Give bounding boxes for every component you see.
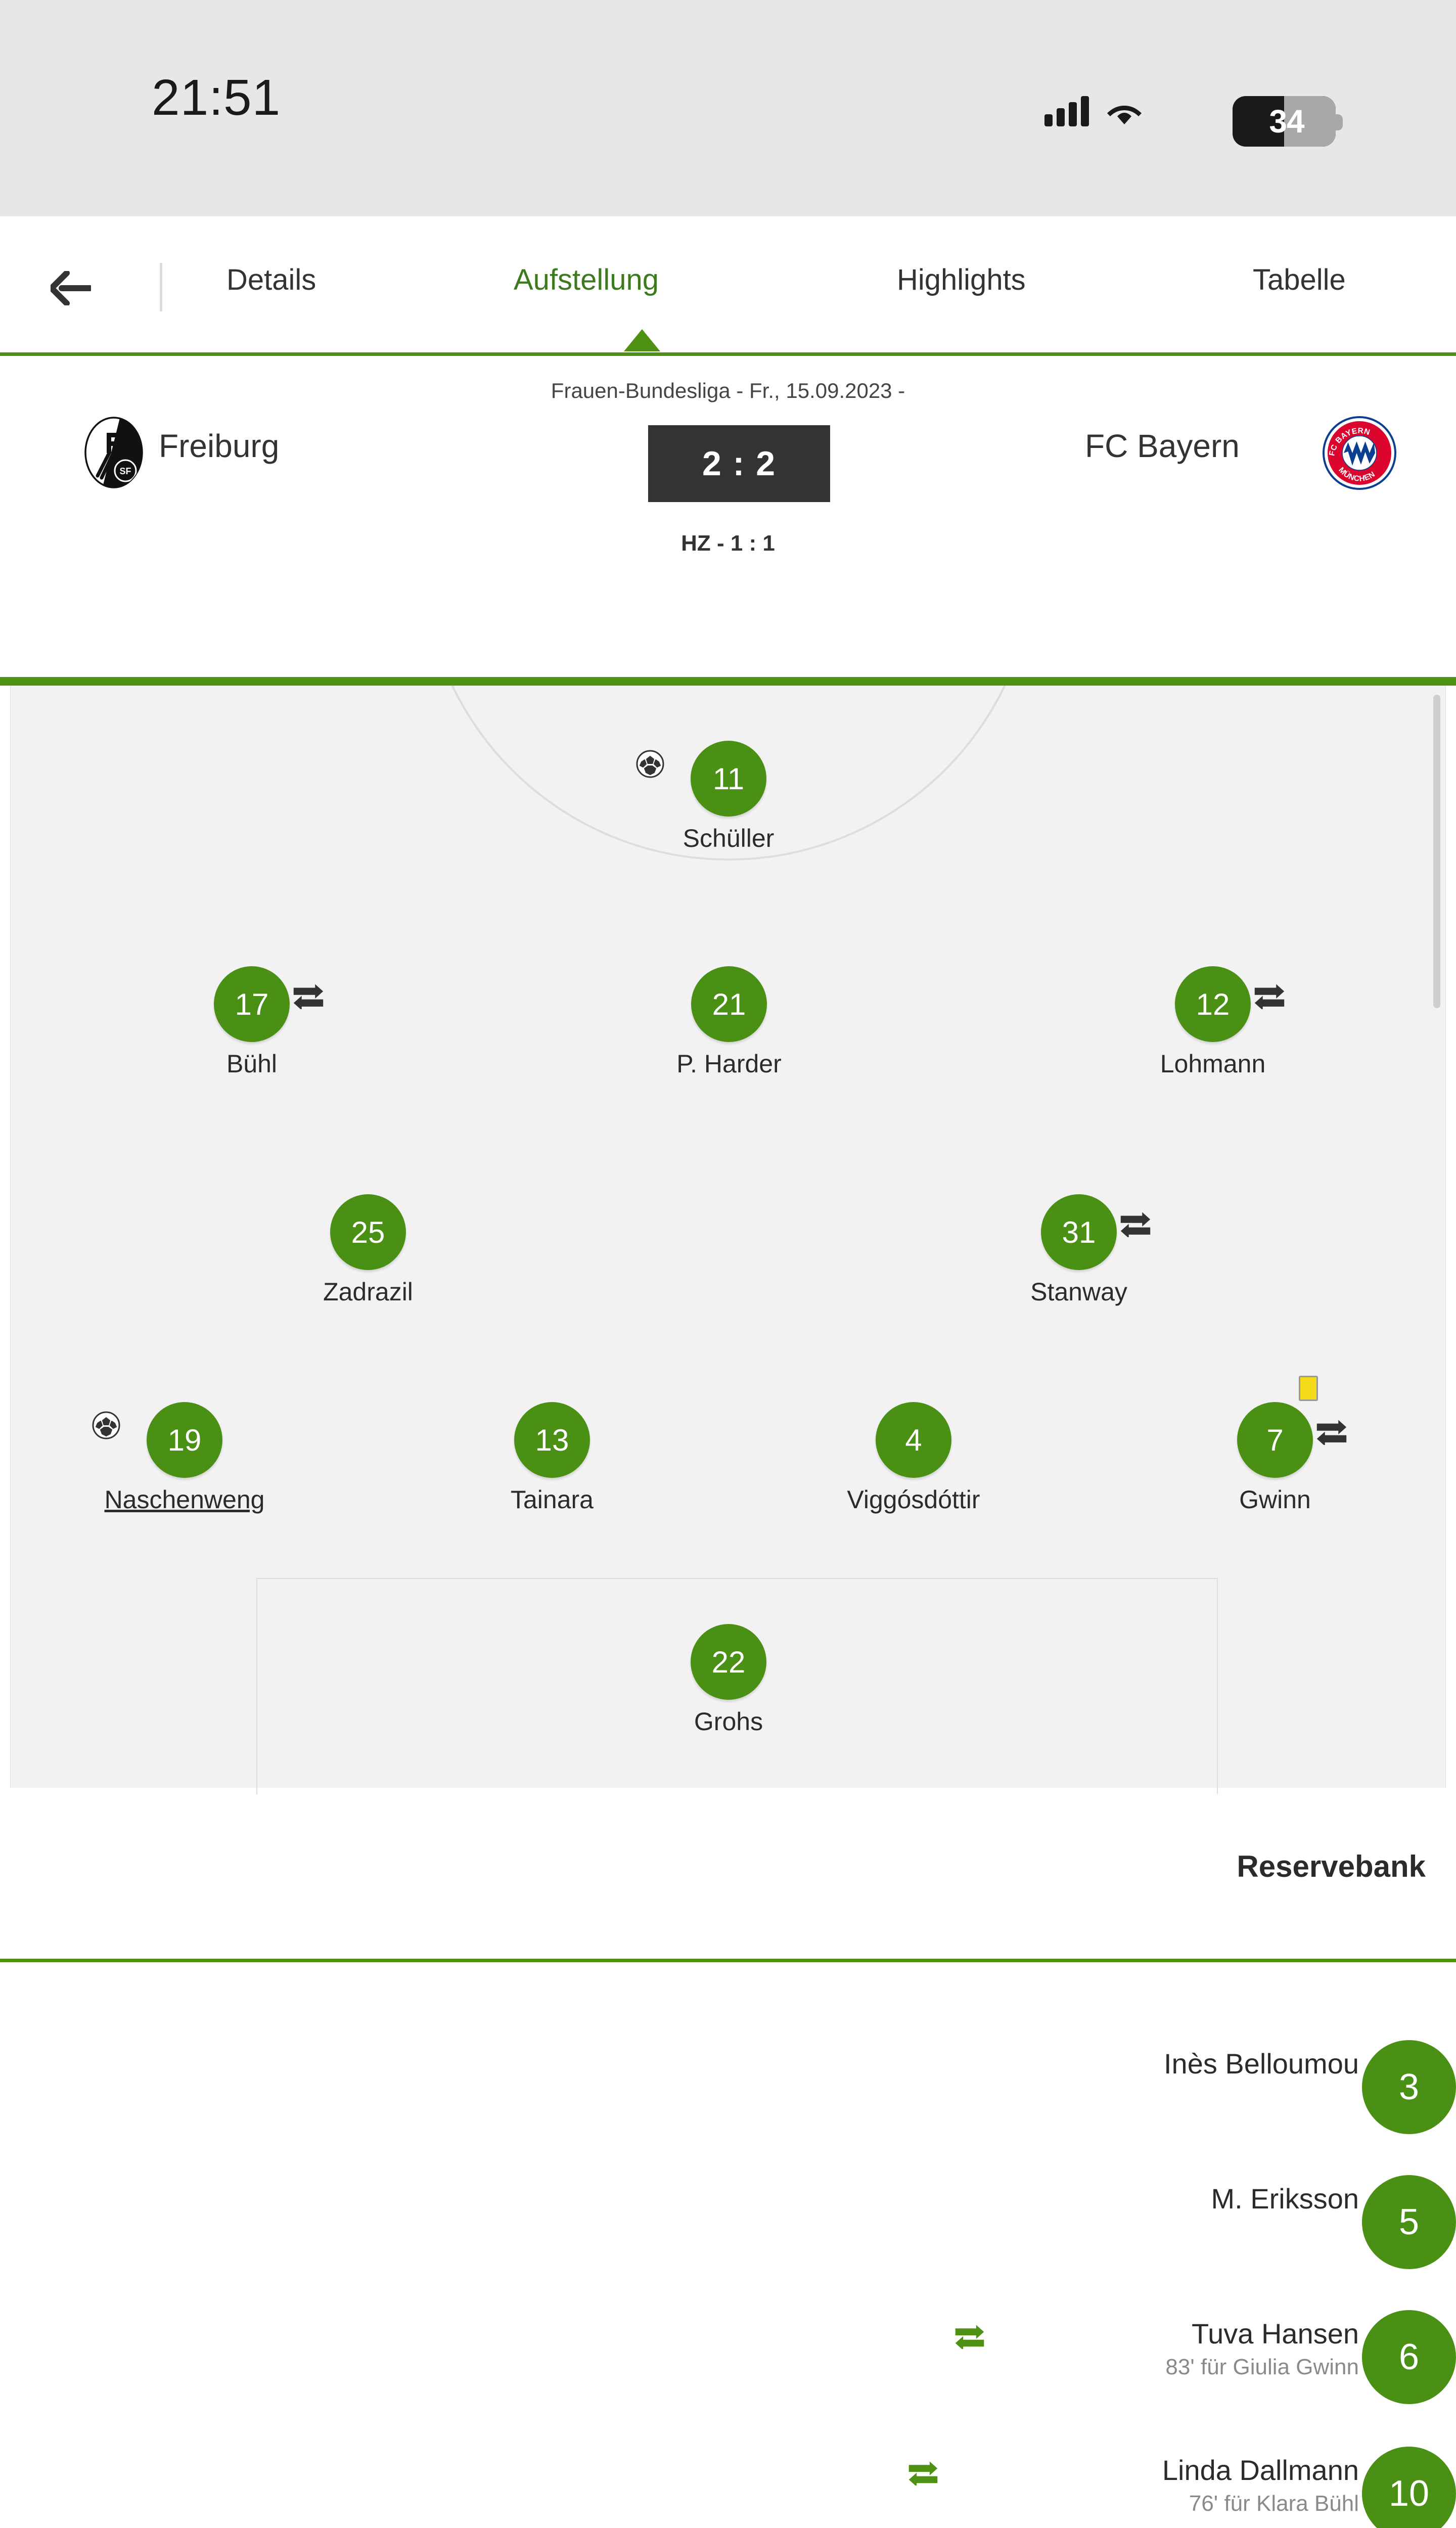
svg-text:SF: SF [119, 466, 131, 476]
